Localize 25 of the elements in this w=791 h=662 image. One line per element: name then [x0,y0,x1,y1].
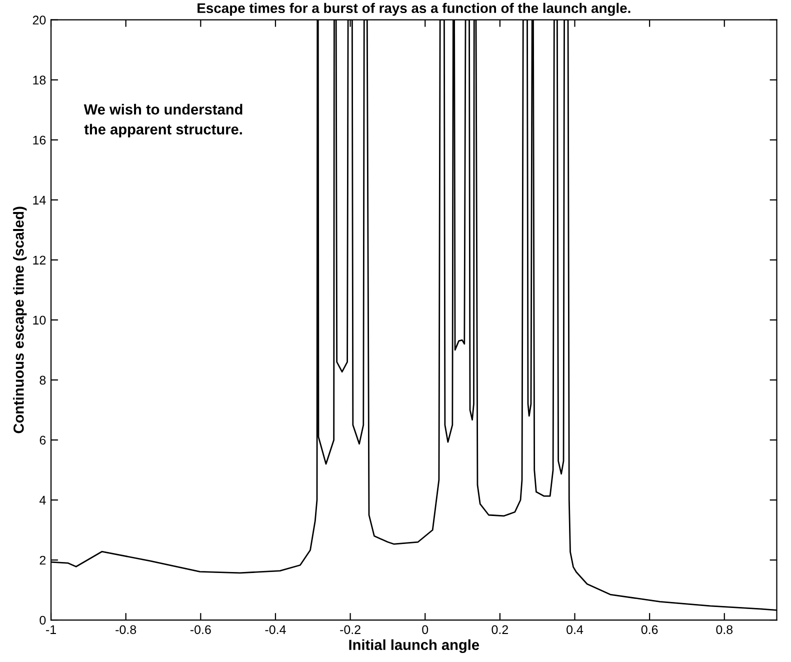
x-tick-label: 0.6 [641,625,658,634]
y-tick-label: 0 [40,616,46,625]
y-axis-title: Continuous escape time (scaled) [13,206,27,434]
y-tick-label: 20 [32,16,46,25]
annotation: We wish to understand the apparent structure. [84,104,242,138]
x-tick-label: -1 [46,625,56,634]
y-tick-label: 16 [33,136,46,145]
x-tick-label: 0.8 [716,625,733,634]
y-tick-label: 10 [33,316,46,325]
y-tick-label: 18 [33,76,46,85]
y-tick-label: 8 [40,376,46,385]
x-tick-label: 0.2 [492,625,508,634]
y-tick-label: 4 [39,496,46,505]
y-tick-label: 14 [33,196,46,204]
x-tick-label: -0.2 [340,625,360,634]
y-tick-label: 12 [33,256,46,264]
x-tick-label: -0.6 [190,625,211,634]
y-tick-label: 6 [40,436,46,445]
y-tick-label: 2 [40,556,46,565]
x-tick-label: -0.4 [265,625,286,634]
x-tick-label: -0.8 [116,625,136,634]
x-tick-label: 0 [422,625,428,634]
x-tick-label: 0.4 [566,625,584,634]
chart-title: Escape times for a burst of rays as a function of the launch angle. [198,2,630,16]
x-axis-title: Initial launch angle [349,639,480,653]
